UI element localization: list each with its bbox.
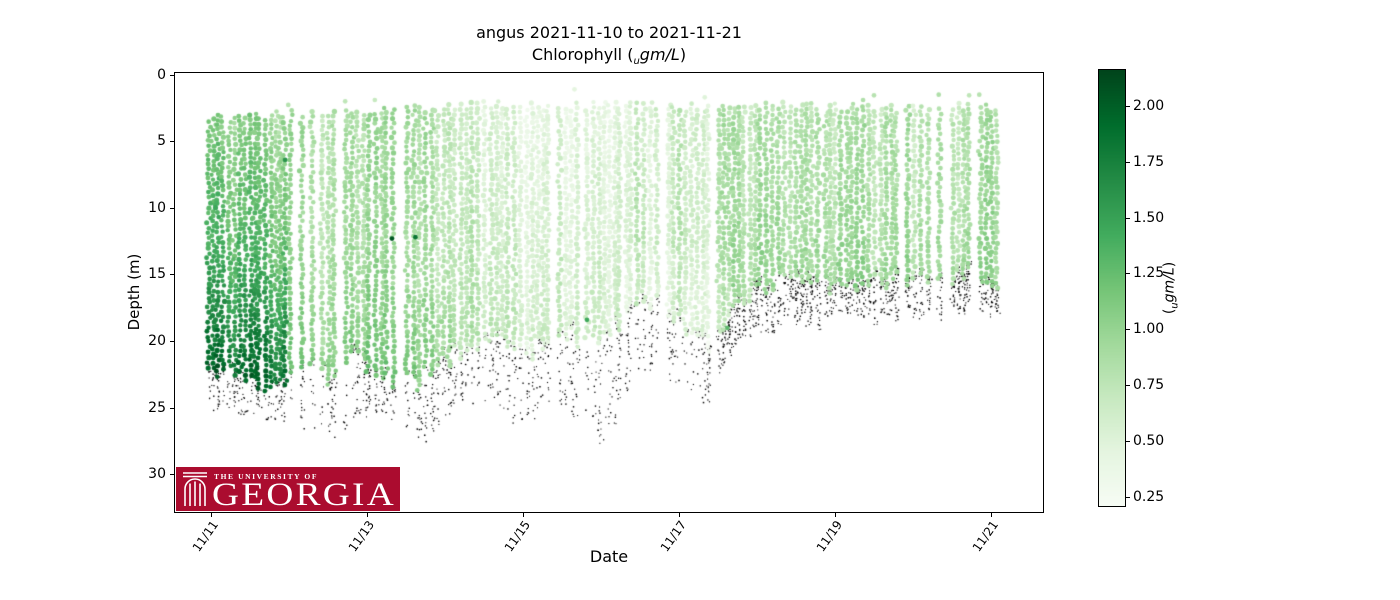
y-tick-label: 20 (148, 333, 166, 350)
uga-logo: THE UNIVERSITY OF GEORGIA (176, 467, 400, 511)
colorbar-tick-label: 0.50 (1133, 433, 1165, 450)
colorbar-label: (ugm/L) (1162, 262, 1181, 314)
y-tick-mark (170, 274, 174, 276)
x-axis-label: Date (589, 547, 629, 566)
colorbar-label-open: ( (1161, 308, 1178, 315)
title-unit-prefix: Chlorophyll ( (531, 45, 634, 64)
colorbar-tick-mark (1126, 441, 1130, 443)
colorbar-tick-mark (1126, 329, 1130, 331)
y-tick-mark (170, 341, 174, 343)
scatter-canvas (175, 73, 1043, 512)
y-tick-mark (170, 74, 174, 76)
title-unit-suffix: ) (679, 45, 687, 64)
chart-title: angus 2021-11-10 to 2021-11-21 Chlorophy… (174, 23, 1044, 72)
colorbar-tick-label: 0.25 (1133, 489, 1165, 506)
title-unit-sub: u (633, 56, 640, 68)
y-tick-label: 30 (148, 466, 166, 483)
y-tick-mark (170, 474, 174, 476)
x-tick-mark (523, 513, 524, 517)
y-tick-label: 5 (157, 133, 166, 150)
title-unit-italic: gm/L (639, 45, 680, 64)
colorbar-gradient (1099, 70, 1125, 506)
y-tick-mark (170, 141, 174, 143)
uga-logo-background (176, 467, 400, 511)
colorbar-tick-label: 2.00 (1133, 97, 1165, 114)
colorbar-label-italic: gm/L (1161, 267, 1178, 303)
y-tick-label: 25 (148, 399, 166, 416)
colorbar-tick-mark (1126, 273, 1130, 275)
x-tick-mark (211, 513, 213, 517)
colorbar (1098, 69, 1126, 507)
y-tick-label: 0 (157, 66, 166, 83)
y-tick-mark (170, 207, 174, 209)
y-axis-label: Depth (m) (125, 253, 143, 331)
y-tick-label: 15 (148, 266, 166, 283)
colorbar-tick-mark (1126, 497, 1130, 499)
colorbar-tick-mark (1126, 217, 1130, 219)
uga-arch-icon (183, 472, 207, 506)
chart-title-line1: angus 2021-11-10 to 2021-11-21 (476, 23, 742, 42)
colorbar-tick-mark (1126, 385, 1130, 387)
colorbar-tick-label: 1.50 (1133, 209, 1165, 226)
colorbar-label-close: ) (1161, 261, 1178, 268)
uga-logo-big-text: GEORGIA (212, 477, 396, 511)
x-tick-mark (679, 513, 680, 517)
colorbar-tick-mark (1126, 105, 1130, 107)
colorbar-tick-label: 1.75 (1133, 153, 1165, 170)
colorbar-label-sub: u (1169, 302, 1181, 309)
colorbar-tick-label: 0.75 (1133, 377, 1165, 394)
y-tick-label: 10 (148, 199, 166, 216)
colorbar-tick-label: 1.25 (1133, 265, 1165, 282)
chart-title-line2: Chlorophyll (ugm/L) (174, 45, 1044, 72)
y-tick-mark (170, 407, 174, 409)
uga-logo-small-text: THE UNIVERSITY OF (214, 472, 318, 481)
colorbar-tick-mark (1126, 161, 1130, 163)
x-tick-mark (834, 513, 836, 517)
x-tick-mark (367, 513, 369, 517)
x-tick-mark (990, 513, 992, 517)
colorbar-tick-label: 1.00 (1133, 321, 1165, 338)
plot-area: THE UNIVERSITY OF GEORGIA (174, 72, 1044, 513)
